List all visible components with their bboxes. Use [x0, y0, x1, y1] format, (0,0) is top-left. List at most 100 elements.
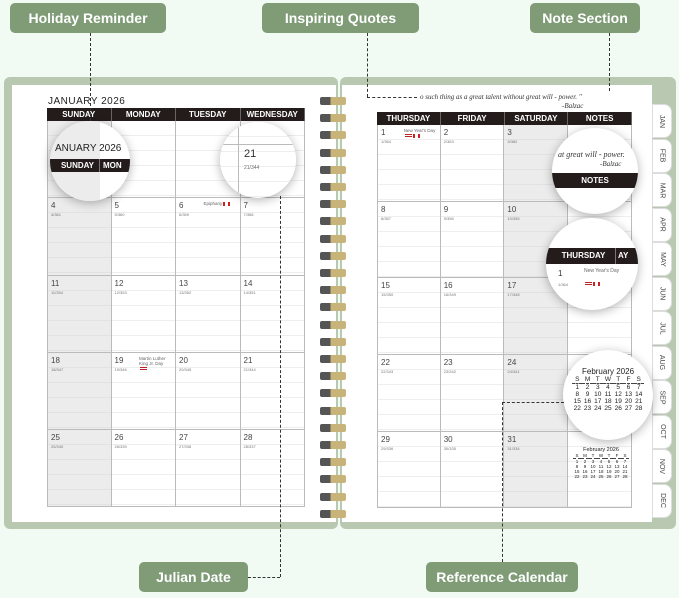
tab-label: JUN — [658, 286, 666, 301]
tab-label: NOV — [658, 458, 666, 474]
day-number: 10 — [507, 204, 517, 214]
mini-week-row: 8 9 10 11 12 13 14 — [573, 464, 629, 469]
julian-date: 13/352 — [179, 289, 192, 295]
spiral-ring — [320, 355, 346, 363]
day-cell[interactable]: 2 2/363 — [440, 125, 505, 202]
julian-date: 7/358 — [243, 212, 254, 218]
day-cell[interactable]: 24 24/341 — [504, 355, 569, 432]
mini-day: 13 — [614, 464, 620, 469]
day-cell[interactable]: 8 8/357 — [377, 201, 441, 279]
day-cell[interactable]: 25 25/340 — [47, 430, 112, 508]
mini-week-row: 8 9 10 11 12 13 14 — [572, 391, 644, 398]
mini-day: 11 — [604, 391, 612, 398]
day-cell[interactable]: 11 11/354 — [47, 275, 112, 353]
mini-day: 16 — [583, 398, 592, 405]
month-tab-jun[interactable]: JUN — [652, 276, 672, 311]
day-cell[interactable]: 7 7/358 — [240, 198, 305, 276]
mini-day: 5 — [607, 459, 611, 464]
mini-weekday: S — [636, 376, 641, 383]
month-tab-nov[interactable]: NOV — [652, 449, 672, 483]
holiday-reminder-label: Holiday Reminder — [10, 3, 166, 33]
spiral-ring — [320, 441, 346, 449]
canada-flag-icon — [223, 202, 231, 207]
day-number: 13 — [179, 278, 188, 288]
weekday-header-wednesday: WEDNESDAY — [241, 108, 305, 121]
day-cell[interactable]: 27 27/338 — [176, 430, 241, 508]
day-cell[interactable]: 21 21/344 — [240, 352, 305, 431]
day-cell[interactable]: 13 13/352 — [176, 275, 241, 353]
day-cell[interactable]: 12 12/353 — [111, 275, 176, 353]
month-tab-aug[interactable]: AUG — [652, 345, 672, 380]
spiral-ring — [320, 183, 346, 191]
day-number: 28 — [243, 433, 253, 443]
spiral-ring — [320, 148, 346, 157]
day-cell[interactable]: 14 14/351 — [240, 275, 305, 353]
day-number: 22 — [381, 358, 390, 368]
mini-day: 15 — [574, 469, 580, 474]
month-tab-mar[interactable]: MAR — [652, 173, 672, 207]
left-weekday-header: SUNDAY MONDAY TUESDAY WEDNESDAY — [47, 108, 305, 121]
day-cell[interactable]: 9 9/356 — [440, 201, 505, 279]
spiral-ring — [320, 475, 346, 484]
tab-label: FEB — [658, 148, 666, 163]
day-cell[interactable]: 16 16/349 — [440, 278, 505, 356]
mag-calendar-title: February 2026 — [581, 367, 635, 376]
day-cell[interactable]: 31 31/334 — [504, 431, 569, 509]
weekday-header-sunday: SUNDAY — [47, 108, 112, 121]
mini-day: 8 — [575, 464, 579, 469]
julian-date: 11/354 — [51, 289, 63, 295]
day-cell[interactable]: 4 4/361 — [47, 198, 112, 276]
julian-date: 6/359 — [179, 212, 190, 218]
month-tab-dec[interactable]: DEC — [652, 483, 672, 518]
day-cell[interactable]: 28 28/337 — [240, 430, 305, 508]
spiral-ring — [320, 389, 346, 398]
day-cell[interactable]: 29 29/336 — [377, 431, 441, 509]
day-number: 11 — [51, 278, 60, 288]
day-cell[interactable]: 26 26/339 — [111, 430, 176, 508]
julian-date: 2/363 — [443, 139, 454, 144]
day-cell[interactable]: 5 5/360 — [111, 198, 176, 276]
julian-date: 25/340 — [51, 444, 64, 450]
day-cell[interactable]: 1 1/364 New Year's Day — [377, 125, 441, 202]
julian-magnifier: 21 21/344 — [220, 122, 296, 198]
day-cell[interactable]: 18 18/347 — [47, 352, 112, 431]
notes-cell[interactable] — [568, 431, 632, 509]
day-cell[interactable]: 22 22/343 — [377, 355, 441, 432]
month-tab-jan[interactable]: JAN — [652, 104, 672, 138]
us-flag-icon — [140, 366, 147, 371]
mini-day: 18 — [604, 398, 612, 405]
day-cell[interactable]: 23 23/342 — [440, 355, 505, 432]
mini-day: 23 — [582, 474, 588, 479]
mini-day: 26 — [614, 405, 622, 412]
month-tab-may[interactable]: MAY — [652, 242, 672, 276]
day-cell[interactable]: 20 20/345 — [176, 352, 241, 431]
mag-notes: NOTES — [552, 173, 638, 188]
day-cell[interactable]: 19 19/346 Martin Luther King Jr. Day — [111, 352, 176, 431]
month-tab-feb[interactable]: FEB — [652, 138, 672, 173]
mini-day: 7 — [623, 459, 627, 464]
mini-weekday: T — [591, 453, 595, 458]
day-cell[interactable]: 30 30/335 — [440, 431, 505, 509]
day-number: 30 — [443, 434, 453, 444]
spiral-ring — [320, 303, 346, 312]
mini-day: 17 — [590, 469, 596, 474]
spiral-ring — [320, 320, 346, 329]
mini-day: 24 — [594, 405, 602, 412]
day-cell[interactable]: 17 17/348 — [504, 278, 569, 356]
day-number: 7 — [243, 201, 248, 211]
holiday-name: New Year's Day — [404, 128, 436, 138]
tab-label: JAN — [658, 114, 666, 128]
mini-week-row: 22 23 24 25 26 27 28 — [573, 474, 629, 479]
mini-day: 25 — [604, 405, 612, 412]
month-tab-jul[interactable]: JUL — [652, 311, 672, 345]
month-tab-oct[interactable]: OCT — [652, 414, 672, 449]
spiral-ring — [320, 251, 346, 260]
month-tab-apr[interactable]: APR — [652, 207, 672, 242]
day-cell[interactable]: 15 15/350 — [377, 278, 441, 356]
day-cell[interactable]: 6 6/359 Epiphany — [176, 198, 241, 276]
tab-label: AUG — [658, 354, 666, 371]
month-tab-sep[interactable]: SEP — [652, 380, 672, 414]
holiday-text: Martin Luther King Jr. Day — [139, 355, 166, 366]
